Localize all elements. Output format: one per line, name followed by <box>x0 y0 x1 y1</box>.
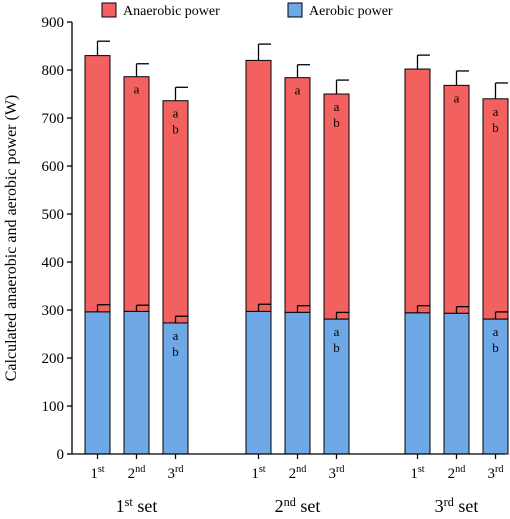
x-category-label: 1st <box>90 464 104 482</box>
sig-label-aerobic: b <box>333 340 340 355</box>
bar-anaerobic <box>84 55 111 313</box>
sig-label-anaerobic: a <box>493 104 499 119</box>
x-category-label: 2nd <box>448 464 466 482</box>
sig-label-aerobic: a <box>334 324 340 339</box>
sig-label-aerobic: a <box>173 328 179 343</box>
y-tick-label: 700 <box>42 111 65 127</box>
bar-anaerobic <box>245 59 272 312</box>
x-category-label: 2nd <box>128 464 146 482</box>
bar-aerobic <box>482 318 509 455</box>
bar-anaerobic <box>323 93 350 320</box>
sig-label-anaerobic: a <box>173 106 179 121</box>
sig-label-anaerobic: a <box>295 83 301 98</box>
x-category-label: 3rd <box>168 464 184 482</box>
bar-anaerobic <box>284 77 311 313</box>
bar-aerobic <box>323 318 350 455</box>
set-label: 2nd set <box>275 495 321 516</box>
x-category-label: 1st <box>251 464 265 482</box>
legend-swatch-aerobic <box>287 2 303 18</box>
bar-anaerobic <box>123 76 150 312</box>
x-category-label: 3rd <box>488 464 504 482</box>
y-tick-label: 500 <box>42 207 65 223</box>
sig-label-anaerobic: a <box>134 82 140 97</box>
y-axis: 0 100 200 300 400 500 600 700 800 900 <box>42 15 73 463</box>
x-category-label: 1st <box>410 464 424 482</box>
y-tick-label: 0 <box>57 447 65 463</box>
x-axis: 1st 2nd 3rd 1st set 1st 2nd 3rd 2nd set 1st 2nd 3r… <box>72 453 505 516</box>
y-tick-label: 300 <box>42 303 65 319</box>
legend-label-aerobic: Aerobic power <box>309 4 393 19</box>
sig-label-aerobic: b <box>492 340 499 355</box>
bar-anaerobic <box>443 84 470 314</box>
sig-label-aerobic: b <box>172 344 179 359</box>
legend: Anaerobic power Aerobic power <box>101 2 393 19</box>
x-category-label: 2nd <box>289 464 307 482</box>
legend-label-anaerobic: Anaerobic power <box>123 4 220 19</box>
y-tick-label: 200 <box>42 351 65 367</box>
bar-aerobic <box>404 312 431 455</box>
sig-label-anaerobic: a <box>334 99 340 114</box>
bar-aerobic <box>284 311 311 455</box>
bar-aerobic <box>162 322 189 455</box>
sig-label-anaerobic: b <box>333 115 340 130</box>
bar-aerobic <box>84 311 111 455</box>
set-label: 1st set <box>116 495 158 516</box>
y-tick-label: 400 <box>42 255 65 271</box>
y-axis-label: Calculated anaerobic and aerobic power (… <box>3 95 20 382</box>
bar-anaerobic <box>404 68 431 314</box>
sig-label-anaerobic: b <box>492 120 499 135</box>
legend-swatch-anaerobic <box>101 2 117 18</box>
y-tick-label: 600 <box>42 159 65 175</box>
bar-aerobic <box>245 310 272 455</box>
y-tick-label: 800 <box>42 63 65 79</box>
x-category-label: 3rd <box>329 464 345 482</box>
y-tick-label: 100 <box>42 399 65 415</box>
sig-label-anaerobic: b <box>172 122 179 137</box>
bar-aerobic <box>443 312 470 455</box>
set-label: 3rd set <box>435 495 479 516</box>
bar-aerobic <box>123 310 150 455</box>
y-tick-label: 900 <box>42 15 65 31</box>
sig-label-anaerobic: a <box>454 90 460 105</box>
sig-label-aerobic: a <box>493 324 499 339</box>
